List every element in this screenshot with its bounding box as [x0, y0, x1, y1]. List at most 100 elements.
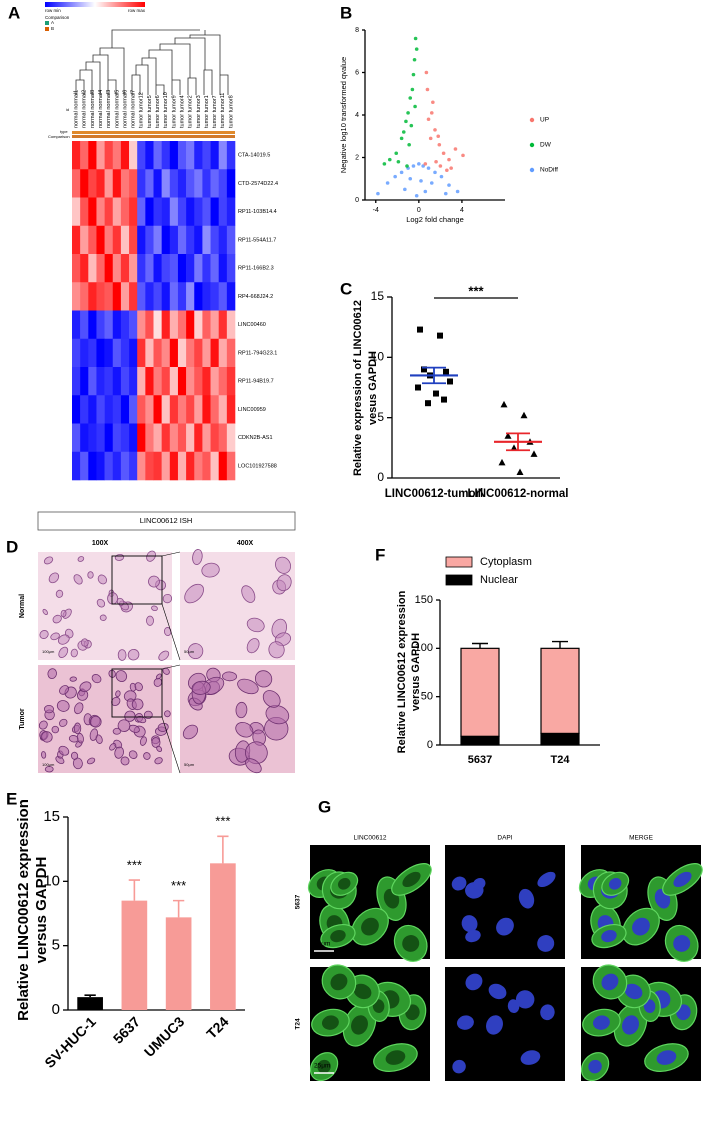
- heatmap-cell: [202, 367, 211, 396]
- heatmap-cell: [80, 338, 89, 368]
- cell: [187, 643, 204, 660]
- type-track: [72, 131, 235, 134]
- heatmap-cell: [186, 254, 195, 283]
- heatmap-cell: [177, 254, 187, 283]
- point: [504, 432, 512, 439]
- cell: [89, 728, 99, 741]
- if-column-label: LINC00612: [354, 835, 387, 842]
- heatmap-cell: [137, 451, 146, 481]
- cell: [254, 670, 273, 688]
- heatmap-cell: [120, 395, 130, 424]
- heatmap-cell: [120, 310, 130, 340]
- heatmap-cell: [104, 367, 114, 396]
- heatmap-cell: [186, 423, 195, 453]
- dendrogram: [75, 29, 229, 95]
- heatmap-cell: [80, 197, 89, 227]
- heatmap-cell: [226, 367, 236, 396]
- point: [429, 181, 434, 185]
- heatmap-cell: [104, 282, 114, 311]
- point: [426, 117, 431, 122]
- point: [447, 378, 453, 385]
- cell: [184, 583, 204, 604]
- heatmap-cell: [129, 423, 138, 453]
- heatmap-cell: [186, 451, 195, 481]
- nucleus: [465, 973, 483, 991]
- cell: [48, 572, 60, 584]
- heatmap-cell: [169, 310, 179, 340]
- heatmap-cell: [88, 423, 97, 453]
- heatmap-cell: [80, 395, 89, 424]
- heatmap-cell: [145, 367, 154, 396]
- error-bar: [217, 835, 229, 864]
- heatmap-cell: [202, 141, 211, 170]
- heatmap-cell: [137, 395, 146, 424]
- bar: [210, 863, 236, 1010]
- bar-segment: [460, 735, 500, 746]
- point: [421, 366, 427, 373]
- column-label: tumor tumor8: [228, 95, 234, 128]
- heatmap-cell: [218, 423, 228, 453]
- column-label: tumor tumor7: [212, 95, 218, 128]
- track-label: Comparison: [48, 134, 70, 139]
- heatmap-cell: [88, 169, 97, 198]
- cell: [70, 648, 78, 658]
- heatmap-cell: [120, 338, 130, 368]
- heatmap-cell: [186, 282, 195, 311]
- column-label: tumor tumor3: [196, 95, 202, 128]
- heatmap-cell: [80, 423, 89, 453]
- heatmap-cell: [72, 338, 81, 368]
- heatmap-cell: [120, 423, 130, 453]
- heatmap-cell: [80, 141, 89, 170]
- legend-min: row min: [45, 8, 61, 13]
- cell: [124, 710, 136, 722]
- cell: [262, 690, 281, 708]
- point: [445, 168, 449, 173]
- ish-column-label: 100X: [92, 540, 109, 547]
- heatmap-cell: [120, 141, 130, 170]
- error-bar: [422, 366, 446, 385]
- cell: [74, 702, 84, 715]
- column-label: normal normal1: [74, 90, 80, 128]
- ish-title: LINC00612 ISH: [140, 516, 193, 525]
- nucleus: [452, 1059, 466, 1074]
- cell: [91, 674, 102, 684]
- heatmap-cell: [137, 169, 146, 198]
- nucleus: [608, 877, 622, 890]
- cell: [51, 725, 60, 734]
- cell: [114, 746, 124, 759]
- heatmap-cell: [137, 310, 146, 340]
- heatmap-cell: [104, 169, 114, 198]
- heatmap-cell: [137, 141, 146, 170]
- x-tick-label: T24: [203, 1013, 232, 1042]
- heatmap-cell: [129, 225, 138, 255]
- heatmap-cell: [210, 310, 219, 340]
- heatmap-cell: [72, 225, 81, 255]
- heatmap-cell: [186, 225, 195, 255]
- heatmap-cell: [186, 197, 195, 227]
- heatmap-cell: [153, 225, 162, 255]
- heatmap-cell: [104, 451, 114, 481]
- cell: [50, 632, 60, 641]
- point: [409, 123, 414, 128]
- cell: [241, 585, 256, 603]
- nucleus: [673, 935, 691, 952]
- point: [436, 134, 441, 139]
- y-tick-label: 8: [355, 27, 359, 34]
- heatmap-cell: [137, 282, 146, 311]
- track-label: id: [66, 107, 69, 112]
- legend-label: Cytoplasm: [480, 556, 532, 568]
- heatmap-cell: [104, 197, 114, 227]
- heatmap-cell: [218, 225, 228, 255]
- heatmap-cell: [169, 169, 179, 198]
- heatmap-cell: [80, 282, 89, 311]
- heatmap-cell: [145, 197, 154, 227]
- cell: [235, 701, 248, 719]
- x-tick-label: 5637: [110, 1013, 143, 1046]
- point: [415, 384, 421, 391]
- nucleus: [488, 983, 507, 1000]
- ish-row-label: Normal: [19, 594, 26, 618]
- heatmap-cell: [202, 197, 211, 227]
- point: [417, 162, 421, 166]
- nucleus: [507, 999, 520, 1013]
- annotation-level: A: [51, 20, 54, 25]
